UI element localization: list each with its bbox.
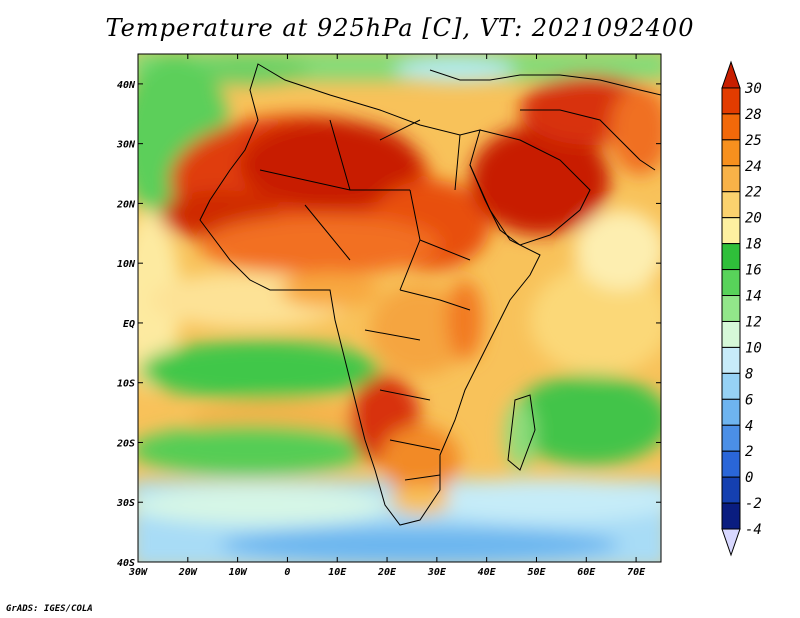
x-tick-label: 60E xyxy=(577,567,596,578)
colorbar-swatch xyxy=(721,217,741,245)
colorbar-swatch xyxy=(721,346,741,374)
x-tick-label: 70E xyxy=(627,567,646,578)
x-tick-label: 30E xyxy=(427,567,447,578)
y-tick-label: 40N xyxy=(117,80,136,91)
colorbar-label: 4 xyxy=(745,418,753,434)
temperature-field xyxy=(138,54,661,562)
x-tick-label: 10W xyxy=(229,567,248,578)
colorbar-swatch xyxy=(721,87,741,115)
y-tick-label: EQ xyxy=(123,319,135,330)
plot-frame xyxy=(137,53,662,563)
x-tick-label: 10E xyxy=(328,567,347,578)
y-tick-label: 40S xyxy=(117,558,135,569)
colorbar-swatch xyxy=(721,139,741,167)
x-axis: 30W 20W 10W 0 10E 20E 30E 40E 50E 60E 70E xyxy=(128,54,646,578)
colorbar-label: 30 xyxy=(744,81,762,97)
colorbar-label: 18 xyxy=(745,237,762,253)
colorbar-swatch xyxy=(721,476,741,504)
colorbar-label: 24 xyxy=(745,159,762,175)
colorbar-label: 20 xyxy=(745,211,762,227)
x-tick-label: 30W xyxy=(128,567,148,578)
coastlines xyxy=(199,63,661,526)
colorbar-swatch xyxy=(721,165,741,193)
y-axis: 40N 30N 20N 10N EQ 10S 20S 30S 40S xyxy=(116,80,661,569)
colorbar-label: -2 xyxy=(745,496,762,512)
colorbar-swatch-bottom xyxy=(721,528,741,557)
colorbar-label: 10 xyxy=(745,340,762,356)
y-tick-label: 10N xyxy=(117,259,136,270)
colorbar-label: 6 xyxy=(745,392,753,408)
y-tick-label: 30N xyxy=(116,140,136,151)
x-tick-label: 0 xyxy=(284,567,290,578)
y-tick-label: 20N xyxy=(116,199,136,210)
colorbar-label: 14 xyxy=(745,289,762,305)
colorbar-swatch xyxy=(721,243,741,271)
colorbar-swatch xyxy=(721,191,741,219)
colorbar-swatch xyxy=(721,113,741,141)
colorbar-label: 25 xyxy=(745,133,762,149)
y-tick-label: 10S xyxy=(117,379,135,390)
colorbar-swatch xyxy=(721,398,741,426)
colorbar-label: 8 xyxy=(745,366,753,382)
colorbar-label: -4 xyxy=(745,522,762,538)
colorbar-swatch xyxy=(721,372,741,400)
colorbar-swatch xyxy=(721,320,741,348)
colorbar-label: 0 xyxy=(745,470,753,486)
colorbar-swatch xyxy=(721,502,741,530)
y-tick-label: 20S xyxy=(116,438,135,449)
colorbar-swatch xyxy=(721,450,741,478)
x-tick-label: 40E xyxy=(478,567,497,578)
x-tick-label: 50E xyxy=(527,567,546,578)
colorbar-label: 22 xyxy=(745,185,762,201)
colorbar-swatch-top xyxy=(721,60,741,89)
colorbar-label: 2 xyxy=(745,444,753,460)
colorbar-label: 28 xyxy=(745,107,762,123)
x-tick-label: 20E xyxy=(377,567,397,578)
colorbar-label: 12 xyxy=(745,314,762,330)
chart-title: Temperature at 925hPa [C], VT: 202109240… xyxy=(105,14,695,42)
credit-label: GrADS: IGES/COLA xyxy=(6,604,93,614)
colorbar-label: 16 xyxy=(745,263,762,279)
x-tick-label: 20W xyxy=(178,567,198,578)
colorbar-swatch xyxy=(721,295,741,322)
y-tick-label: 30S xyxy=(116,498,135,509)
colorbar-swatch xyxy=(721,269,741,297)
colorbar-swatch xyxy=(721,424,741,452)
